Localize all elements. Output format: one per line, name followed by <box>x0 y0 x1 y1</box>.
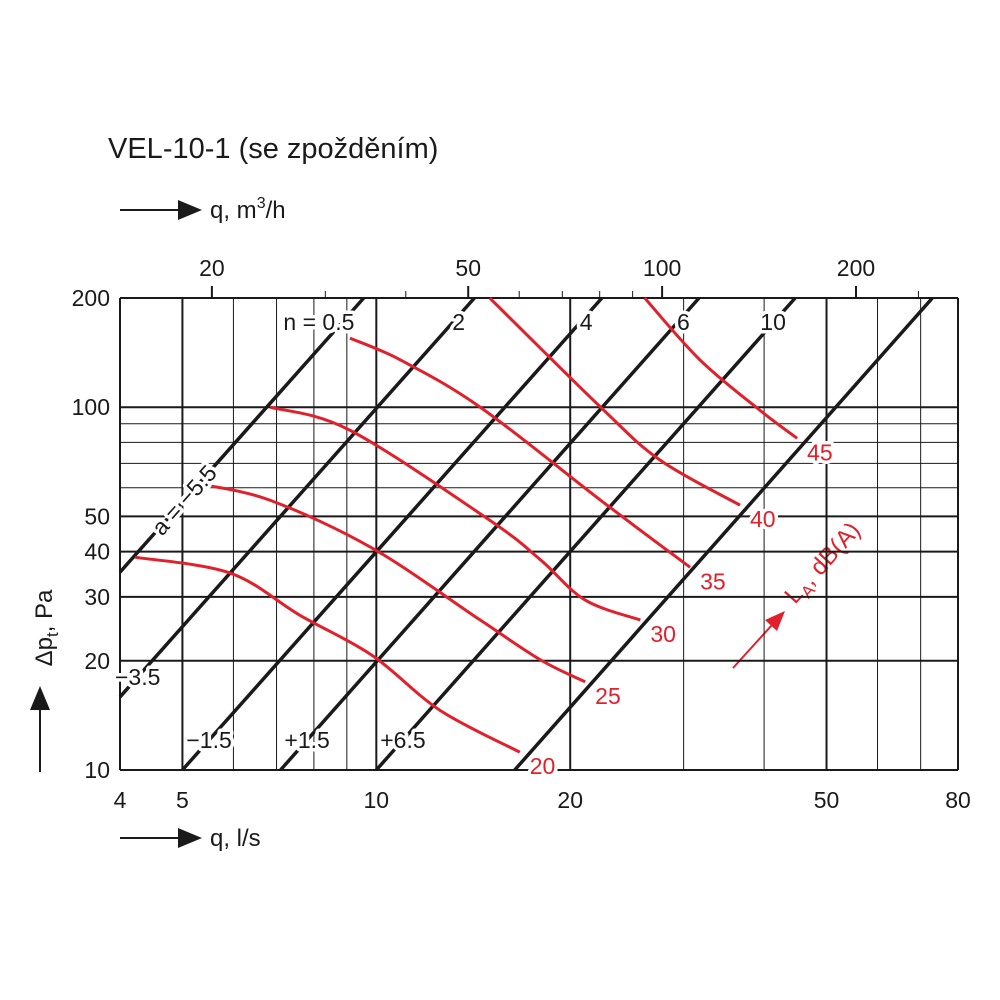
x2-axis-title: q, m3/h <box>120 195 286 224</box>
curve-label: 25 <box>595 683 621 709</box>
n-label: 2 <box>452 309 465 335</box>
y-axis-title: Δpt, Pa <box>30 589 62 772</box>
pressure-line <box>118 296 366 574</box>
annotation-rest: , dB(A) <box>796 517 866 591</box>
arrow-head <box>178 200 202 220</box>
pressure-line <box>513 296 934 772</box>
x-axis-title: q, l/s <box>120 825 261 852</box>
pressure-line <box>118 296 476 699</box>
arrow-head <box>30 686 50 710</box>
x-tick-label: 50 <box>814 787 840 813</box>
chart-title: VEL-10-1 (se zpožděním) <box>108 133 438 165</box>
a-label: +1.5 <box>284 727 329 753</box>
y-tick-label: 30 <box>84 584 110 610</box>
x2-label-rest: /h <box>266 197 286 224</box>
curve-label: 35 <box>700 568 726 594</box>
x-label: q, l/s <box>210 825 261 852</box>
sound-curve <box>134 555 521 754</box>
y-label: Δpt, Pa <box>31 589 62 666</box>
sound-curve <box>269 405 641 622</box>
annotation: LA, dB(A) <box>732 517 866 669</box>
n-label: 4 <box>580 309 593 335</box>
x2-tick-label: 100 <box>643 255 681 281</box>
x-tick-label: 4 <box>114 787 127 813</box>
sound-curve <box>643 297 798 440</box>
x2-label-main: q, m <box>210 197 257 224</box>
curve-label: 40 <box>750 506 776 532</box>
grid <box>119 297 959 771</box>
n-label: n = 0.5 <box>283 309 354 335</box>
x2-label-sup: 3 <box>257 195 266 212</box>
n-label: 10 <box>760 309 786 335</box>
sound-curve <box>199 482 586 684</box>
sound-curve <box>488 296 741 507</box>
curve-label: 20 <box>530 753 556 779</box>
pressure-line <box>375 296 797 772</box>
pressure-line <box>181 296 604 772</box>
sound-curve <box>349 336 691 569</box>
n-label: 6 <box>677 309 690 335</box>
x2-label: q, m3/h <box>210 195 286 224</box>
a-label: a = −5.5 <box>146 460 222 540</box>
curve-label: 45 <box>807 439 833 465</box>
x2-tick-label: 20 <box>199 255 225 281</box>
annotation-arrow-head <box>765 611 785 631</box>
y-tick-label: 10 <box>84 757 110 783</box>
y-tick-label: 50 <box>84 503 110 529</box>
y-tick-label: 40 <box>84 539 110 565</box>
y-tick-label: 100 <box>72 394 110 420</box>
pressure-line <box>279 296 701 772</box>
x-tick-label: 80 <box>945 787 971 813</box>
y-label-main: Δp <box>31 637 58 666</box>
x-tick-label: 10 <box>364 787 390 813</box>
a-label: +6.5 <box>380 727 425 753</box>
y-label-sub: t <box>43 632 62 637</box>
x-tick-label: 20 <box>557 787 583 813</box>
a-label: −3.5 <box>115 664 160 690</box>
y-tick-label: 200 <box>72 285 110 311</box>
arrow-head <box>178 828 202 848</box>
curve-label: 30 <box>650 621 676 647</box>
x2-tick-label: 50 <box>455 255 481 281</box>
a-label: −1.5 <box>186 727 231 753</box>
y-tick-label: 20 <box>84 648 110 674</box>
y-label-rest: , Pa <box>31 589 58 632</box>
x2-tick-label: 200 <box>837 255 875 281</box>
x-tick-label: 5 <box>176 787 189 813</box>
